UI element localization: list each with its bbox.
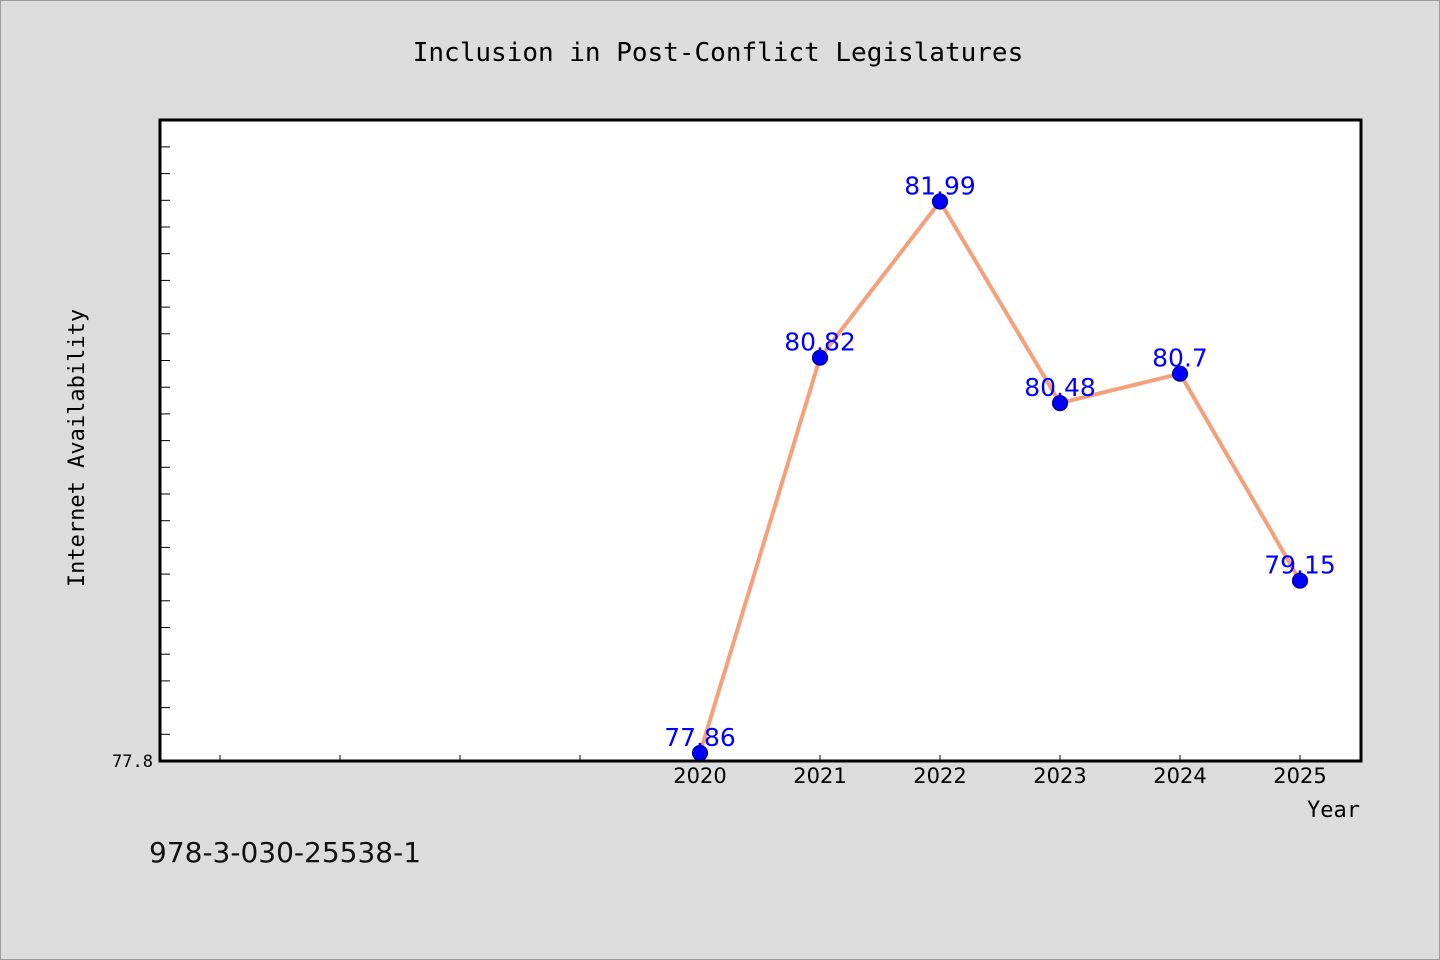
data-point-label: 80.82 bbox=[784, 328, 856, 357]
data-point-label: 77.86 bbox=[664, 723, 736, 752]
y-axis-minor-ticks bbox=[160, 146, 170, 735]
chart-title: Inclusion in Post-Conflict Legislatures bbox=[413, 38, 1023, 68]
data-point-label: 79.15 bbox=[1264, 551, 1336, 580]
x-tick-label: 2024 bbox=[1153, 764, 1206, 788]
x-tick-label: 2021 bbox=[793, 764, 846, 788]
data-point-marker bbox=[931, 193, 949, 210]
x-tick-label: 2022 bbox=[913, 764, 966, 788]
data-labels: 77.86 80.82 81.99 80.48 80.7 79.15 bbox=[664, 172, 1336, 753]
series-line bbox=[698, 199, 1302, 754]
data-point-marker bbox=[1291, 572, 1309, 589]
y-tick-label: 77.8 bbox=[112, 752, 153, 772]
x-tick-label: 2020 bbox=[673, 764, 726, 788]
data-point-label: 81.99 bbox=[904, 172, 976, 201]
data-point-label: 80.48 bbox=[1024, 373, 1096, 402]
y-tick-labels: 77.8 bbox=[112, 752, 153, 772]
series-markers bbox=[691, 193, 1309, 762]
isbn-footer: 978-3-030-25538-1 bbox=[149, 836, 421, 869]
x-tick-labels: 2020 2021 2022 2023 2024 2025 bbox=[673, 764, 1326, 788]
plot-area bbox=[160, 120, 1361, 761]
x-tick-label: 2023 bbox=[1033, 764, 1086, 788]
x-axis-label: Year bbox=[1307, 798, 1360, 823]
data-point-marker bbox=[1171, 365, 1189, 382]
plot-border bbox=[158, 118, 1363, 763]
data-point-label: 80.7 bbox=[1152, 344, 1208, 373]
y-axis-label: Internet Availability bbox=[65, 309, 90, 587]
data-point-marker bbox=[1051, 395, 1069, 412]
data-point-marker bbox=[811, 349, 829, 366]
x-tick-label: 2025 bbox=[1273, 764, 1326, 788]
